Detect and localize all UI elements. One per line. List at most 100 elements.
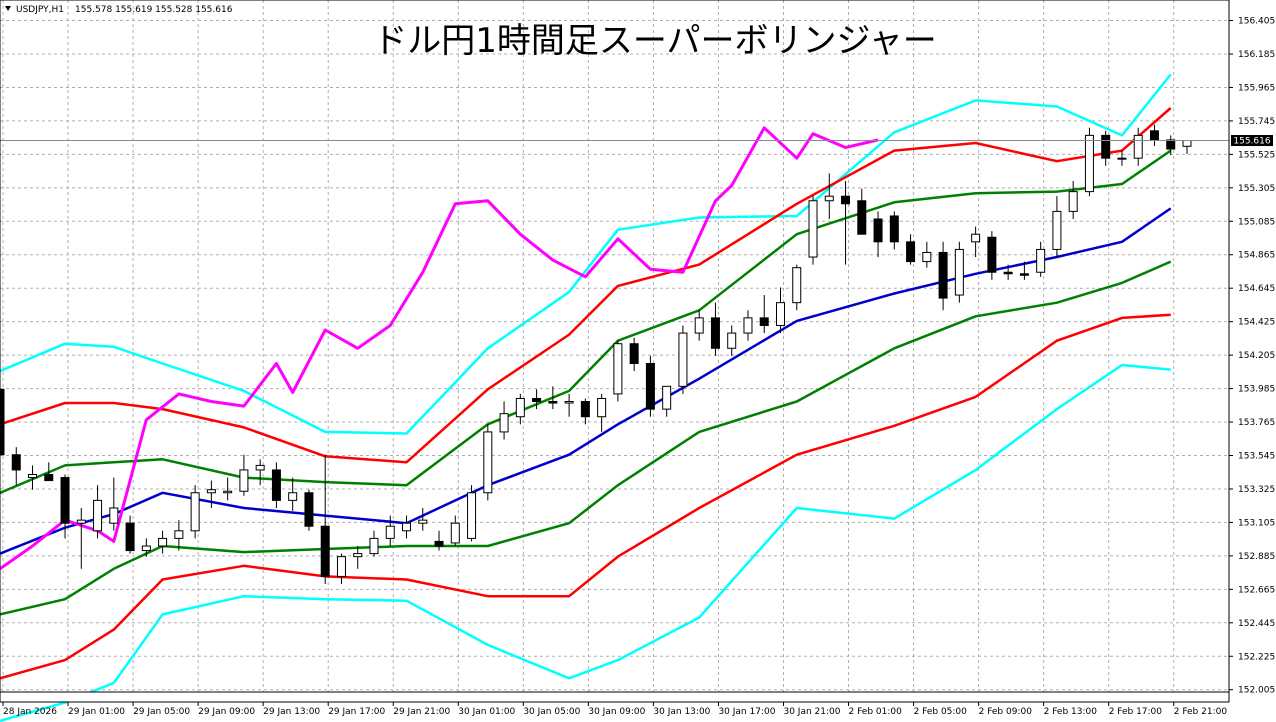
candle [385,515,395,546]
candle [1036,241,1046,277]
candle [678,325,688,394]
candle [206,480,216,508]
x-axis: 28 Jan 2026 29 Jan 01:00 29 Jan 05:00 29 Ja… [2,702,1228,717]
candle [271,462,281,508]
current-price-label: 155.616 [1233,137,1270,147]
candle [629,337,639,372]
candle [450,515,460,546]
candle [1003,264,1013,280]
x-tick-label: 30 Jan 09:00 [588,707,645,717]
candle [889,211,899,250]
candle [938,241,948,311]
x-tick-label: 2 Feb 09:00 [979,707,1033,717]
symbol-info: USDJPY,H1 155.578 155.619 155.528 155.61… [5,5,233,15]
y-tick-label: 155.085 [1238,217,1275,227]
candle [645,355,655,417]
candle [353,545,363,569]
candle [662,385,672,417]
candle [841,180,851,265]
candle [11,447,21,486]
candle [1101,130,1111,166]
candle [954,241,964,303]
candle [613,340,623,402]
x-tick-label: 30 Jan 13:00 [653,707,710,717]
candle [987,231,997,280]
separator-pane [0,691,1230,703]
chevron-down-icon[interactable] [5,6,11,11]
candle [906,234,916,265]
x-tick-label: 30 Jan 05:00 [523,707,580,717]
candle [320,454,330,585]
candle [109,477,119,531]
x-tick-label: 29 Jan 21:00 [393,707,450,717]
series-line-0 [0,73,1172,435]
x-tick-label: 29 Jan 09:00 [198,707,255,717]
x-tick-label: 30 Jan 17:00 [718,707,775,717]
candle [580,398,590,425]
y-tick-label: 153.545 [1238,452,1275,462]
candle [1133,127,1143,166]
candle [792,264,802,311]
candle [158,530,168,554]
candle [141,538,151,557]
ohlc-label: 155.578 155.619 155.528 155.616 [75,5,233,15]
candle [857,188,867,235]
candles [0,124,1192,585]
candle [1149,124,1159,147]
bands [0,73,1172,722]
y-tick-label: 153.985 [1238,385,1275,395]
y-tick-label: 153.105 [1238,518,1275,528]
candle [434,530,444,551]
candle [28,465,38,490]
candle [418,507,428,531]
y-tick-label: 155.745 [1238,117,1275,127]
candle [190,485,200,539]
y-tick-label: 155.305 [1238,184,1275,194]
candle [125,515,135,554]
candle [743,310,753,341]
candle [971,226,981,258]
candle [564,393,574,417]
candle [1052,196,1062,258]
y-tick-label: 155.525 [1238,150,1275,160]
candle [336,553,346,585]
x-tick-label: 2 Feb 13:00 [1044,707,1098,717]
candle [76,507,86,569]
candle [369,530,379,557]
candle [1068,180,1078,220]
candle [710,302,720,356]
candle [808,196,818,265]
x-tick-label: 30 Jan 01:00 [458,707,515,717]
candle [239,454,249,496]
candle [44,462,54,482]
y-tick-label: 152.885 [1238,552,1275,562]
x-tick-label: 2 Feb 17:00 [1109,707,1163,717]
candle [694,310,704,341]
candle [775,287,785,334]
candle [223,477,233,501]
y-tick-label: 152.665 [1238,585,1275,595]
y-tick-label: 156.185 [1238,50,1275,60]
y-tick-label: 155.965 [1238,83,1275,93]
candle [922,241,932,268]
candle [1117,150,1127,166]
current-price-tag: 155.616 [1231,135,1273,147]
x-tick-label: 2 Feb 05:00 [914,707,968,717]
candle [597,393,607,432]
candle [93,485,103,539]
y-tick-label: 154.425 [1238,318,1275,328]
y-tick-label: 153.325 [1238,485,1275,495]
candle [873,211,883,258]
candle [288,477,298,512]
x-tick-label: 28 Jan 2026 [3,707,57,717]
x-tick-label: 29 Jan 13:00 [263,707,320,717]
y-tick-label: 156.405 [1238,17,1275,27]
series-line-3 [0,207,1172,555]
series-line-5 [0,313,1171,680]
candle [467,485,477,542]
y-tick-label: 152.445 [1238,619,1275,629]
x-tick-label: 29 Jan 05:00 [133,707,190,717]
candle [1084,127,1094,197]
x-tick-label: 2 Feb 21:00 [1174,707,1228,717]
